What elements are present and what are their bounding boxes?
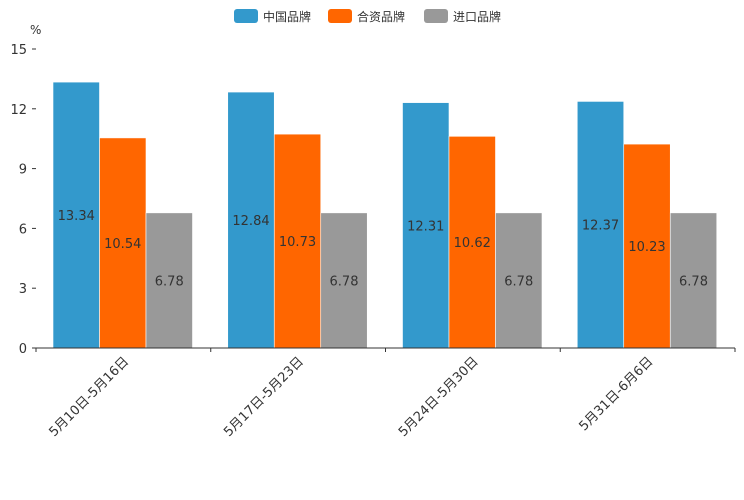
bar-1-2[interactable] [227,91,275,349]
bar-group-1: 13.34 10.54 6.78 [52,81,193,349]
y-axis-unit-label: % [30,23,41,37]
legend-label: 中国品牌 [263,9,311,24]
bars: 13.34 10.54 6.78 12.84 10.73 6.78 12.31 10.62 6.… [52,81,718,349]
y-tick-label: 6 [19,222,27,237]
y-axis: 0 3 6 9 12 15 [10,43,36,357]
y-tick-label: 15 [10,43,27,58]
bar-value-label: 12.84 [232,214,269,229]
bar-2-4[interactable] [623,143,671,349]
bar-value-label: 10.23 [628,240,665,255]
bar-value-label: 6.78 [155,274,184,289]
bar-value-label: 6.78 [330,274,359,289]
legend: 中国品牌 合资品牌 进口品牌 [234,9,501,24]
legend-label: 合资品牌 [357,9,405,24]
bar-group-4: 12.37 10.23 6.78 [576,101,718,349]
legend-item-3[interactable]: 进口品牌 [424,9,501,24]
x-tick-label: 5月24日-5月30日 [396,354,482,440]
bar-value-label: 12.37 [582,219,619,234]
legend-swatch [328,9,352,23]
bar-3-4[interactable] [669,212,718,349]
y-tick-label: 12 [10,103,27,118]
bar-value-label: 10.54 [104,237,141,252]
bar-value-label: 12.31 [407,219,444,234]
bar-3-1[interactable] [145,212,193,349]
legend-swatch [424,9,448,23]
bar-2-3[interactable] [448,136,496,349]
y-tick-label: 9 [19,163,27,178]
x-tick-label: 5月10日-5月16日 [46,354,132,440]
x-tick-label: 5月31日-6月6日 [577,354,657,434]
legend-label: 进口品牌 [453,10,501,24]
x-tick-label: 5月17日-5月23日 [221,354,307,440]
legend-item-2[interactable]: 合资品牌 [328,9,405,24]
bar-value-label: 6.78 [504,274,533,289]
x-axis: 5月10日-5月16日 5月17日-5月23日 5月24日-5月30日 5月31日-6… [35,347,736,440]
bar-group-3: 12.31 10.62 6.78 [402,102,543,349]
legend-item-1[interactable]: 中国品牌 [234,9,311,24]
y-tick-label: 3 [19,282,27,297]
legend-swatch [234,9,258,23]
bar-value-label: 13.34 [58,209,95,224]
bar-value-label: 6.78 [679,274,708,289]
bar-2-2[interactable] [273,133,322,349]
bar-1-4[interactable] [576,101,625,349]
y-tick-label: 0 [19,342,27,357]
bar-value-label: 10.62 [454,236,491,251]
bar-value-label: 10.73 [279,235,316,250]
bar-group-2: 12.84 10.73 6.78 [227,91,368,349]
bar-3-2[interactable] [320,212,368,349]
bar-1-3[interactable] [402,102,450,349]
